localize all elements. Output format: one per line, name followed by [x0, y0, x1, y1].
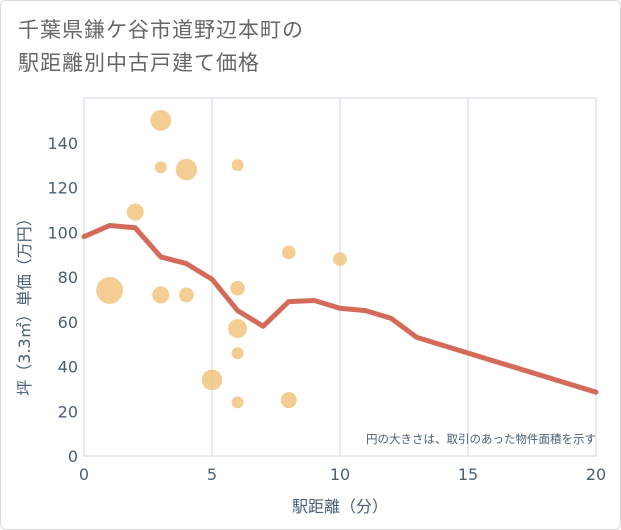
trend-line-series: [81, 223, 599, 395]
bubble-point: [231, 396, 244, 409]
y-tick-label: 80: [58, 268, 78, 287]
x-tick-label: 10: [330, 465, 350, 484]
bubble-point: [230, 280, 245, 296]
x-tick-label: 15: [458, 465, 478, 484]
chart-title-line-1: 千葉県鎌ケ谷市道野辺本町の: [18, 18, 304, 42]
y-tick-label: 140: [47, 134, 78, 153]
x-axis-label: 駅距離（分）: [292, 497, 388, 516]
size-note: 円の大きさは、取引のあった物件面積を示す: [366, 432, 596, 446]
bubble-point: [150, 109, 172, 131]
y-axis-label: 坪（3.3㎡）単価（万円）: [15, 210, 34, 395]
bubble-point: [231, 159, 244, 172]
y-tick-label: 20: [58, 402, 78, 421]
y-tick-label: 0: [68, 447, 78, 466]
y-axis-ticks: 0 20 40 60 80 100 120 140: [47, 134, 78, 466]
chart-title: 千葉県鎌ケ谷市道野辺本町の 駅距離別中古戸建て価格: [18, 14, 304, 80]
bubble-point: [231, 347, 244, 360]
x-tick-label: 5: [207, 465, 217, 484]
x-tick-label: 20: [586, 465, 606, 484]
bubble-point: [96, 277, 124, 304]
bubble-point: [126, 203, 144, 221]
chart-title-line-2: 駅距離別中古戸建て価格: [18, 51, 260, 75]
average-price-line: [81, 223, 599, 395]
bubble-series: [96, 109, 347, 409]
y-tick-label: 120: [47, 179, 78, 198]
bubble-point: [201, 369, 223, 391]
bubble-point: [333, 252, 347, 266]
y-tick-label: 60: [58, 313, 78, 332]
x-axis-ticks: 0 5 10 15 20: [79, 465, 606, 484]
bubble-point: [175, 158, 198, 181]
bubble-point: [179, 287, 194, 303]
bubble-point: [281, 245, 296, 260]
y-tick-label: 40: [58, 358, 78, 377]
y-tick-label: 100: [47, 223, 78, 242]
bubble-point: [280, 392, 297, 409]
bubble-point: [154, 161, 167, 174]
bubble-point: [152, 286, 170, 304]
x-tick-label: 0: [79, 465, 89, 484]
bubble-point: [228, 318, 248, 338]
